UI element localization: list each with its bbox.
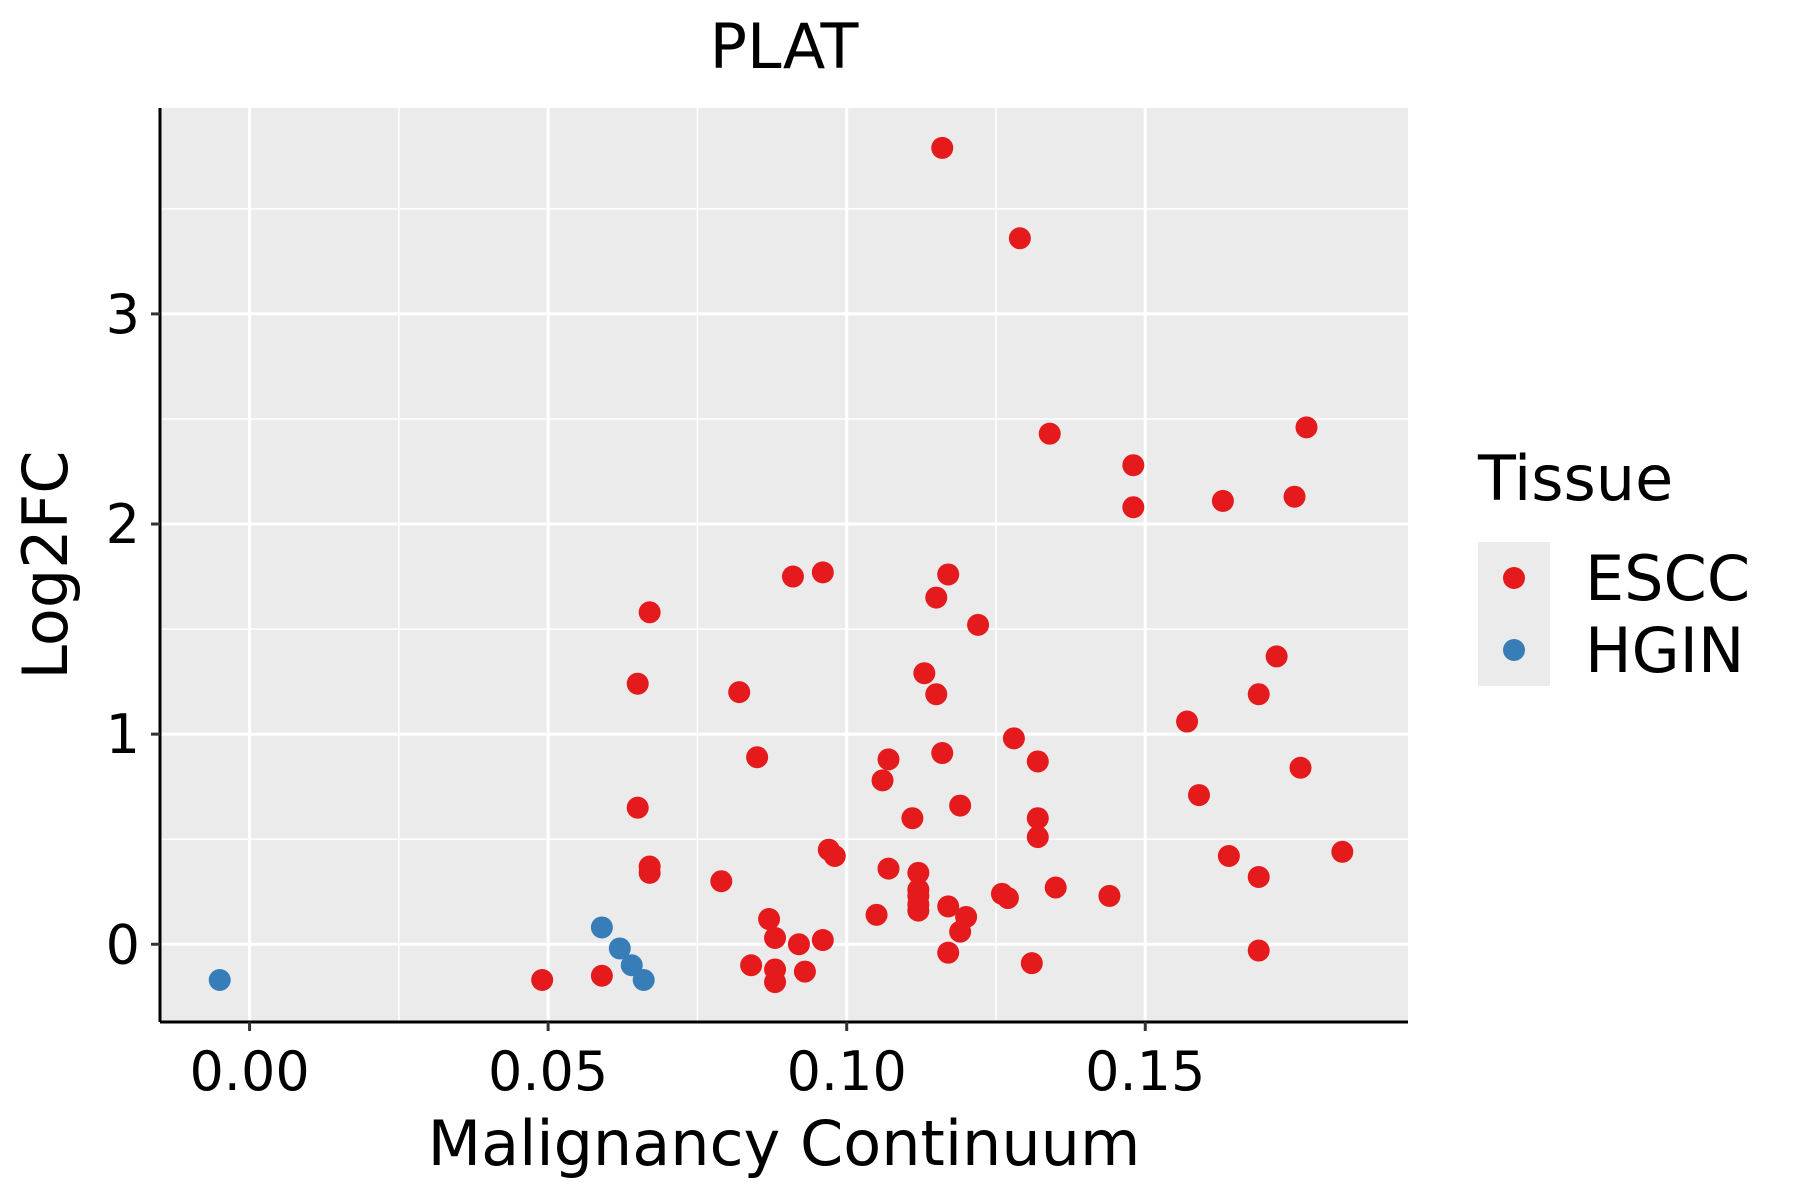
point-escc — [1122, 454, 1145, 477]
point-escc — [1002, 727, 1025, 750]
point-escc — [1020, 952, 1043, 975]
point-escc — [626, 796, 649, 819]
point-escc — [638, 601, 661, 624]
point-escc — [823, 845, 846, 868]
y-tick-label: 0 — [106, 913, 140, 976]
point-escc — [1188, 784, 1211, 807]
point-escc — [1265, 645, 1288, 668]
point-escc — [937, 895, 960, 918]
point-escc — [1038, 422, 1061, 445]
point-escc — [1098, 884, 1121, 907]
point-escc — [931, 136, 954, 159]
point-escc — [638, 861, 661, 884]
legend-title: Tissue — [1477, 442, 1673, 515]
point-escc — [781, 565, 804, 588]
point-escc — [1026, 750, 1049, 773]
point-escc — [1289, 756, 1312, 779]
point-hgin — [208, 968, 231, 991]
point-escc — [925, 683, 948, 706]
point-escc — [626, 672, 649, 695]
point-escc — [746, 746, 769, 769]
point-hgin — [590, 916, 613, 939]
point-escc — [590, 964, 613, 987]
point-escc — [1211, 489, 1234, 512]
point-escc — [1026, 807, 1049, 830]
legend-key-escc — [1503, 567, 1525, 589]
point-escc — [907, 899, 930, 922]
point-escc — [871, 769, 894, 792]
point-escc — [949, 794, 972, 817]
point-escc — [949, 920, 972, 943]
point-hgin — [632, 968, 655, 991]
point-escc — [913, 662, 936, 685]
x-axis-title: Malignancy Continuum — [428, 1107, 1141, 1180]
point-escc — [787, 933, 810, 956]
legend-label-escc: ESCC — [1585, 542, 1750, 615]
point-escc — [907, 861, 930, 884]
point-escc — [764, 971, 787, 994]
point-escc — [1008, 227, 1031, 250]
point-escc — [1295, 416, 1318, 439]
point-escc — [1122, 496, 1145, 519]
data-points — [208, 136, 1354, 994]
point-escc — [1026, 826, 1049, 849]
point-escc — [1217, 845, 1240, 868]
point-escc — [967, 613, 990, 636]
x-tick-label: 0.15 — [1085, 1040, 1205, 1103]
point-escc — [1331, 840, 1354, 863]
point-escc — [1247, 939, 1270, 962]
point-escc — [996, 887, 1019, 910]
point-escc — [877, 748, 900, 771]
point-hgin — [620, 954, 643, 977]
point-escc — [931, 742, 954, 765]
point-escc — [531, 968, 554, 991]
plot-panel — [160, 108, 1408, 1022]
point-escc — [740, 954, 763, 977]
y-tick-label: 3 — [106, 283, 140, 346]
legend-label-hgin: HGIN — [1585, 614, 1744, 687]
point-escc — [1247, 683, 1270, 706]
x-tick-label: 0.10 — [787, 1040, 907, 1103]
point-escc — [937, 941, 960, 964]
point-escc — [1176, 710, 1199, 733]
minor-gridlines — [160, 108, 1408, 1022]
point-escc — [758, 908, 781, 931]
point-escc — [937, 563, 960, 586]
legend-key-background — [1478, 542, 1550, 686]
point-escc — [764, 926, 787, 949]
point-escc — [901, 807, 924, 830]
point-escc — [1044, 876, 1067, 899]
x-axis-ticks: 0.00 0.05 0.10 0.15 — [189, 1022, 1205, 1103]
point-escc — [1283, 485, 1306, 508]
point-escc — [877, 857, 900, 880]
y-axis-ticks: 0 1 2 3 — [106, 283, 160, 976]
point-escc — [811, 561, 834, 584]
legend-key-hgin — [1503, 639, 1525, 661]
point-escc — [925, 586, 948, 609]
x-tick-label: 0.00 — [189, 1040, 309, 1103]
point-escc — [811, 929, 834, 952]
point-hgin — [608, 937, 631, 960]
point-escc — [728, 681, 751, 704]
y-tick-label: 2 — [106, 493, 140, 556]
point-escc — [710, 870, 733, 893]
y-axis-title: Log2FC — [9, 450, 82, 679]
point-escc — [1247, 866, 1270, 889]
x-tick-label: 0.05 — [488, 1040, 608, 1103]
chart-title: PLAT — [710, 10, 860, 83]
legend: Tissue ESCC HGIN — [1477, 442, 1750, 687]
y-tick-label: 1 — [106, 703, 140, 766]
point-escc — [865, 903, 888, 926]
point-escc — [793, 960, 816, 983]
major-gridlines — [160, 108, 1408, 1022]
